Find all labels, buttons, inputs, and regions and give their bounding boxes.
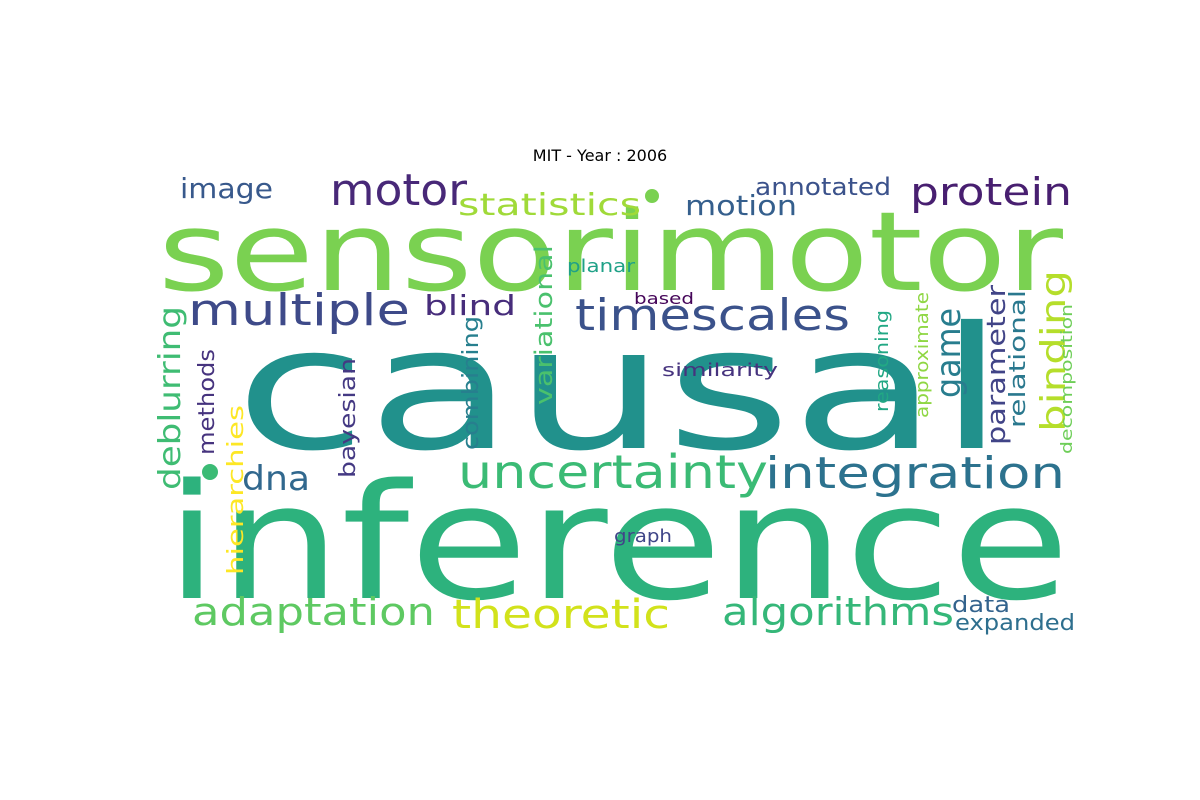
- word-methods: methods: [195, 349, 220, 455]
- dot-mark: [645, 189, 659, 203]
- word-deblurring: deblurring: [153, 306, 188, 490]
- word-data: data: [952, 593, 1010, 618]
- word-variational: variational: [530, 245, 558, 405]
- word-causal: causal: [235, 291, 1005, 489]
- word-algorithms: algorithms: [722, 590, 954, 634]
- word-theoretic: theoretic: [452, 592, 670, 638]
- word-protein: protein: [910, 170, 1072, 214]
- word-binding: binding: [1034, 270, 1074, 432]
- word-inference: inference: [165, 449, 1070, 636]
- dot-mark: [202, 464, 218, 480]
- word-multiple: multiple: [188, 285, 410, 336]
- word-bayesian: bayesian: [336, 358, 361, 478]
- word-timescales: timescales: [575, 290, 850, 341]
- word-motor: motor: [330, 165, 468, 216]
- word-hierarchies: hierarchies: [224, 405, 249, 575]
- word-expanded: expanded: [955, 611, 1075, 636]
- word-uncertainty: uncertainty: [458, 445, 768, 499]
- word-dna: dna: [242, 459, 310, 499]
- word-image: image: [180, 172, 273, 205]
- word-annotated: annotated: [755, 173, 891, 201]
- word-sensorimotor: sensorimotor: [158, 188, 1064, 316]
- word-decomposition: decomposition: [1057, 304, 1076, 454]
- word-combining: combining: [459, 316, 484, 450]
- word-game: game: [929, 308, 969, 398]
- word-parameter: parameter: [982, 285, 1012, 445]
- word-planar: planar: [567, 256, 636, 277]
- word-adaptation: adaptation: [192, 590, 435, 634]
- word-relational: relational: [1006, 290, 1031, 428]
- word-statistics: statistics: [458, 188, 641, 223]
- word-based: based: [634, 289, 694, 308]
- word-integration: integration: [765, 448, 1065, 499]
- chart-title: MIT - Year : 2006: [532, 146, 668, 165]
- word-blind: blind: [424, 289, 516, 322]
- word-graph: graph: [614, 526, 672, 547]
- word-reasoning: reasoning: [872, 310, 893, 412]
- word-similarity: similarity: [662, 360, 778, 381]
- word-motion: motion: [685, 189, 797, 222]
- word-approximate: approximate: [912, 292, 933, 418]
